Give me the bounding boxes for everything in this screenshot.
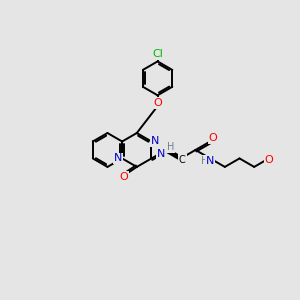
Text: Cl: Cl: [152, 49, 163, 59]
Text: H: H: [167, 142, 175, 152]
Text: N: N: [151, 136, 160, 146]
Text: O: O: [119, 172, 128, 182]
Text: N: N: [157, 149, 165, 159]
Text: O: O: [153, 98, 162, 108]
Text: C: C: [179, 155, 186, 165]
Text: H: H: [201, 156, 208, 166]
Text: N: N: [114, 153, 122, 164]
Text: O: O: [209, 134, 218, 143]
Text: N: N: [206, 156, 214, 166]
Text: O: O: [265, 155, 273, 165]
